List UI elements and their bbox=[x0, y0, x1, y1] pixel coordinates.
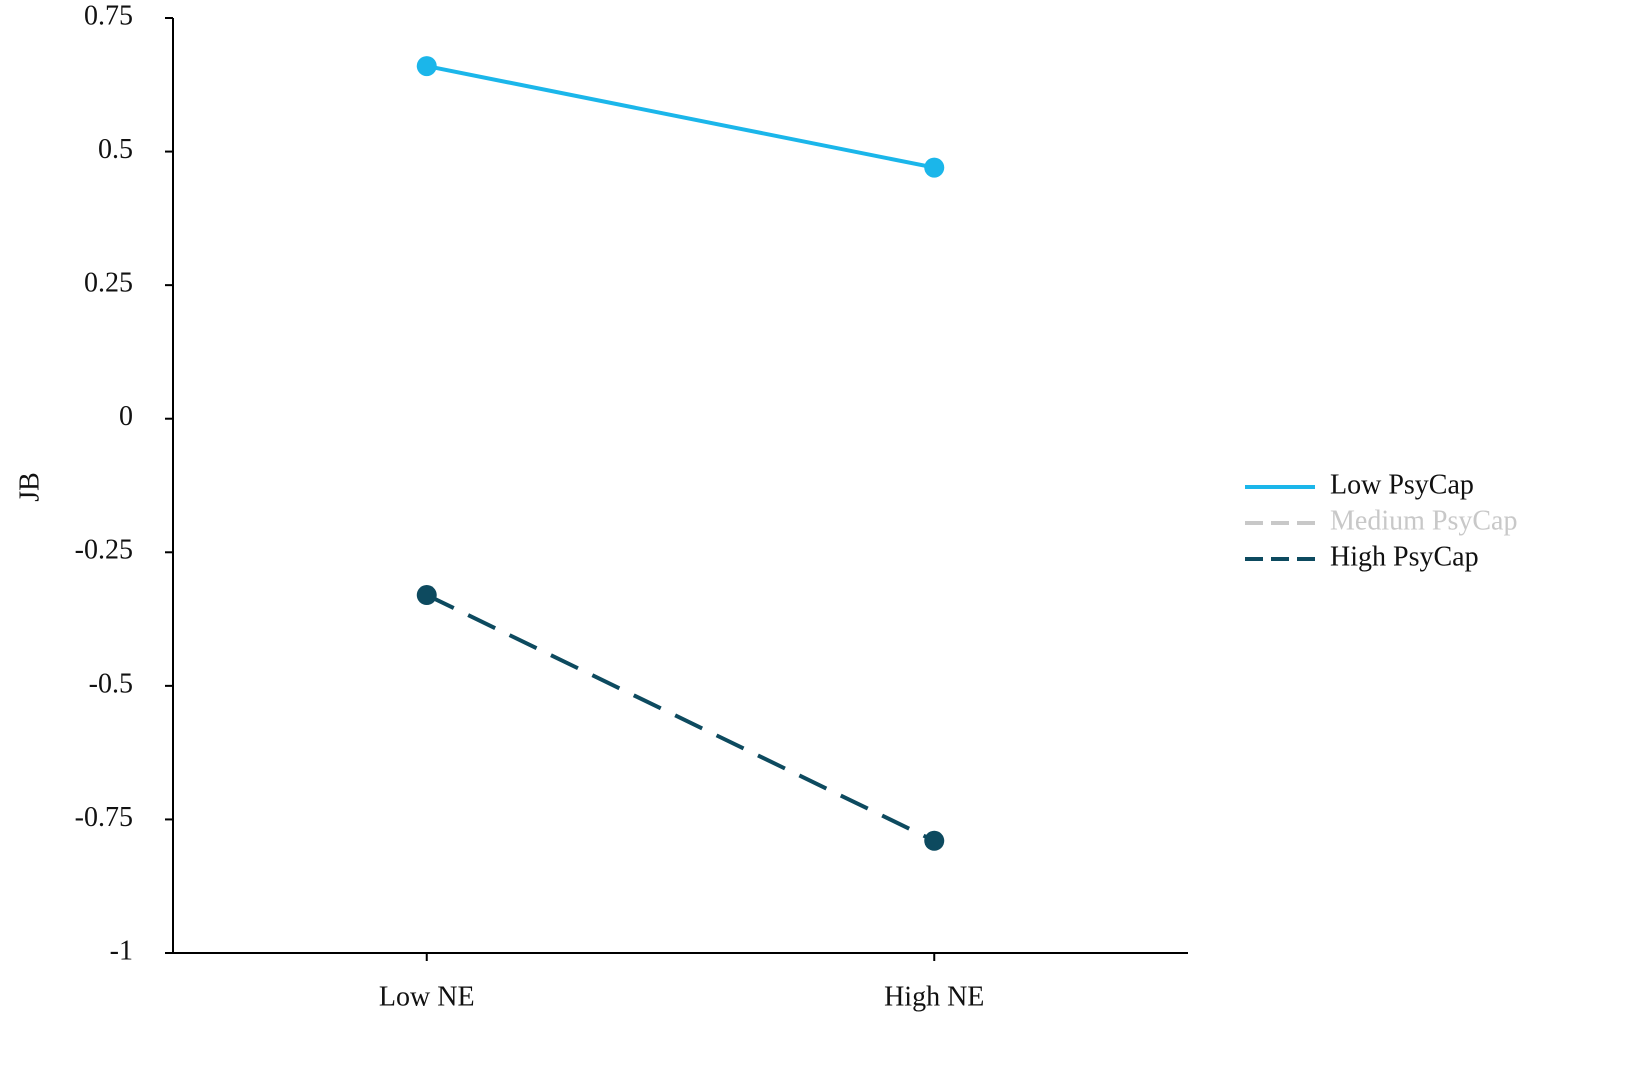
y-tick-label: -0.75 bbox=[75, 802, 133, 833]
y-tick-label: -1 bbox=[110, 935, 133, 966]
legend-label: Low PsyCap bbox=[1330, 469, 1474, 500]
y-tick-label: 0.75 bbox=[84, 0, 133, 31]
x-tick-label: High NE bbox=[884, 981, 984, 1012]
point bbox=[416, 585, 437, 606]
legend-label: Medium PsyCap bbox=[1330, 505, 1517, 536]
y-tick-label: 0 bbox=[119, 401, 133, 432]
legend-label: High PsyCap bbox=[1330, 541, 1479, 572]
y-tick-label: -0.5 bbox=[89, 668, 133, 699]
y-tick-label: 0.25 bbox=[84, 268, 133, 299]
y-tick-label: -0.25 bbox=[75, 535, 133, 566]
y-axis-label: JB bbox=[14, 472, 45, 502]
series-line bbox=[426, 64, 935, 170]
y-tick-label: 0.5 bbox=[98, 134, 133, 165]
point bbox=[924, 157, 945, 178]
x-tick-label: Low NE bbox=[379, 981, 475, 1012]
point bbox=[416, 56, 437, 77]
series-line bbox=[425, 593, 936, 843]
point bbox=[924, 830, 945, 851]
